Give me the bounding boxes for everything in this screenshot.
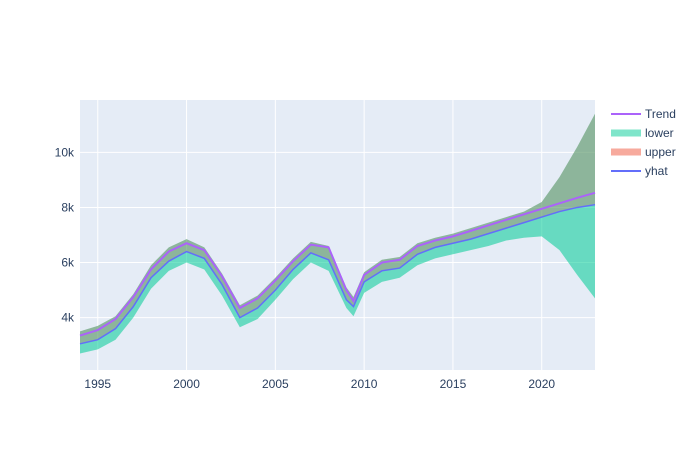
- x-tick-label: 1995: [84, 377, 111, 391]
- legend-label: yhat: [645, 164, 668, 178]
- x-tick-label: 2005: [262, 377, 289, 391]
- x-tick-label: 2010: [351, 377, 378, 391]
- legend-item-upper[interactable]: upper: [611, 145, 676, 159]
- legend-item-lower[interactable]: lower: [611, 126, 674, 140]
- x-tick-label: 2015: [440, 377, 467, 391]
- legend-swatch: [611, 129, 641, 137]
- legend-item-yhat[interactable]: yhat: [611, 164, 668, 178]
- y-tick-label: 6k: [61, 256, 75, 270]
- y-tick-label: 10k: [55, 145, 75, 159]
- lower-band: [80, 204, 595, 354]
- legend-label: lower: [645, 126, 674, 140]
- y-tick-label: 8k: [61, 200, 75, 214]
- legend-label: Trend: [645, 107, 676, 121]
- x-tick-label: 2000: [173, 377, 200, 391]
- band-layer: [80, 113, 595, 354]
- yhat-line: [79, 203, 596, 345]
- legend-item-trend[interactable]: Trend: [611, 107, 676, 121]
- y-axis: 4k 6k 8k 10k: [55, 145, 75, 324]
- y-tick-label: 4k: [61, 311, 75, 325]
- upper-band: [80, 113, 595, 344]
- trend-line: [79, 191, 596, 337]
- x-tick-label: 2020: [528, 377, 555, 391]
- legend-label: upper: [645, 145, 676, 159]
- legend[interactable]: Trend lower upper yhat: [611, 107, 676, 178]
- legend-swatch: [611, 148, 641, 156]
- upper-band-tint: [80, 113, 595, 344]
- line-layer: [79, 191, 596, 345]
- x-axis: 1995 2000 2005 2010 2015 2020: [84, 377, 555, 391]
